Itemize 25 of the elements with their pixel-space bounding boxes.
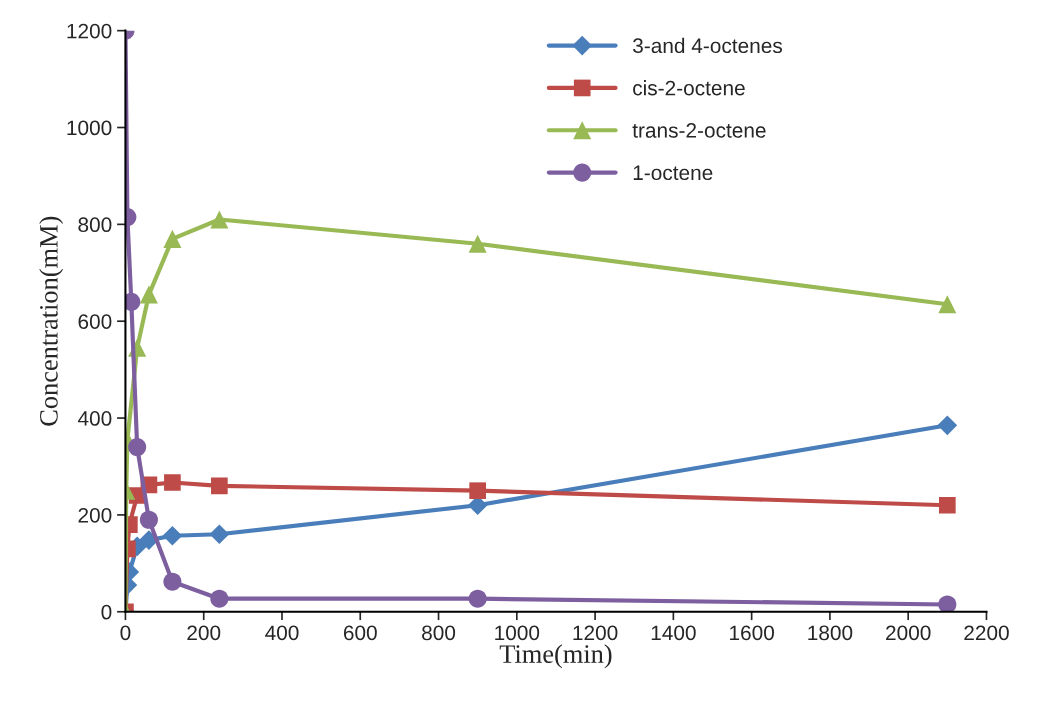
x-tick-label: 0 (120, 625, 131, 641)
y-tick-label: 1200 (67, 23, 112, 39)
x-tick-label: 1400 (651, 625, 696, 641)
y-tick-label: 0 (101, 604, 112, 620)
x-tick-label: 200 (187, 625, 221, 641)
x-tick-label: 600 (343, 625, 377, 641)
x-axis-title: Time(min) (499, 644, 612, 669)
y-tick-label: 800 (78, 217, 112, 233)
legend-label: trans-2-octene (632, 123, 766, 138)
x-tick-label: 400 (265, 625, 299, 641)
y-tick-label: 1000 (67, 120, 112, 136)
y-axis-title: Concentration(mM) (39, 216, 64, 426)
y-tick-label: 200 (78, 507, 112, 523)
legend-label: 3-and 4-octenes (633, 37, 783, 54)
legend-label: 1-octene (633, 165, 713, 181)
x-tick-label: 800 (422, 625, 456, 641)
y-tick-label: 400 (77, 411, 112, 426)
x-tick-label: 1000 (495, 625, 540, 641)
x-tick-label: 1600 (730, 625, 774, 641)
x-tick-label: 2000 (886, 625, 931, 641)
x-tick-label: 2200 (964, 625, 1009, 641)
x-tick-label: 1200 (573, 625, 618, 641)
legend-label: cis-2-octene (633, 80, 745, 96)
y-tick-label: 600 (78, 314, 112, 329)
x-tick-label: 1800 (808, 625, 853, 641)
